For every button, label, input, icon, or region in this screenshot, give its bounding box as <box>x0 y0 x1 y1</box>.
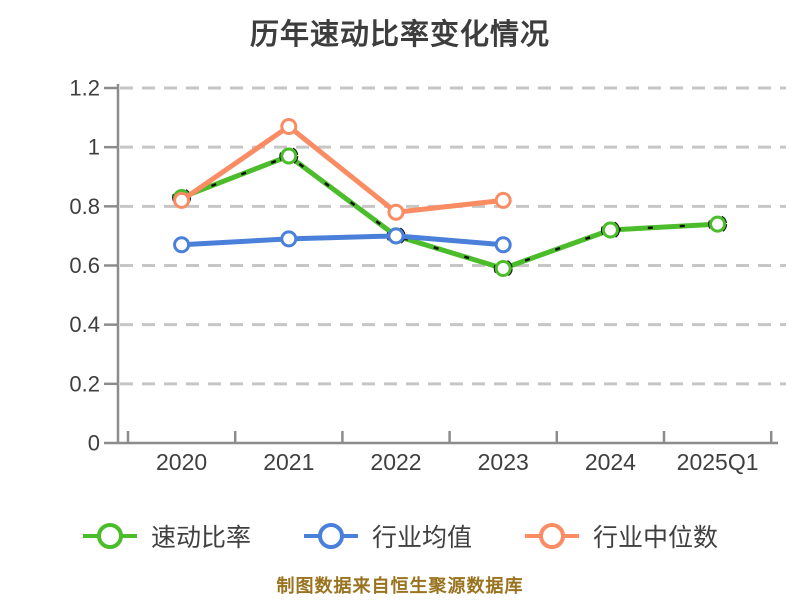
data-point <box>280 230 298 248</box>
y-tick-label: 0.6 <box>69 253 100 278</box>
industry-median-marker-icon <box>525 523 579 549</box>
series-line-industry-median <box>179 123 506 215</box>
legend: 速动比率 行业均值 行业中位数 <box>0 518 800 554</box>
y-tick-label: 0 <box>88 431 100 456</box>
x-tick-label: 2024 <box>585 449 636 475</box>
series-industry-median <box>173 117 512 221</box>
data-point <box>494 236 512 254</box>
data-point <box>387 203 405 221</box>
legend-label: 行业中位数 <box>593 524 719 552</box>
data-point <box>173 191 191 209</box>
series-line-quick-ratio <box>179 153 721 271</box>
x-tick-label: 2021 <box>263 449 314 475</box>
x-tick-label: 2023 <box>478 449 529 475</box>
x-tick-label: 2022 <box>370 449 421 475</box>
gridlines <box>120 86 786 386</box>
axes <box>104 84 778 445</box>
data-point <box>387 227 405 245</box>
chart-title: 历年速动比率变化情况 <box>249 19 550 51</box>
legend-marker <box>317 523 344 549</box>
y-tick-label: 0.4 <box>69 312 100 337</box>
legend-label: 速动比率 <box>150 524 251 552</box>
series-quick-ratio <box>172 146 728 278</box>
data-point <box>709 215 727 233</box>
legend-item-industry-median: 行业中位数 <box>524 518 718 554</box>
y-tick-label: 1.2 <box>69 76 100 101</box>
series-line-industry-avg <box>179 233 506 248</box>
quick-ratio-marker-icon <box>82 523 137 549</box>
legend-item-quick-ratio: 速动比率 <box>82 518 251 554</box>
axis-tick-labels: 0 0.2 0.4 0.6 0.8 1 1.2 2020 2021 2022 2023 2024 202… <box>69 76 758 476</box>
data-point <box>601 221 619 239</box>
series-industry-avg <box>173 227 512 254</box>
data-point <box>173 236 191 254</box>
legend-marker <box>539 523 565 549</box>
x-tick-label: 2020 <box>156 449 207 475</box>
series <box>172 117 728 278</box>
y-tick-label: 1 <box>88 135 100 160</box>
data-point <box>494 259 512 277</box>
legend-marker <box>96 523 123 549</box>
data-point <box>280 117 298 135</box>
x-tick-label: 2025Q1 <box>677 449 759 475</box>
industry-avg-marker-icon <box>303 523 358 549</box>
legend-item-industry-avg: 行业均值 <box>303 518 472 554</box>
data-point <box>494 191 512 209</box>
data-point <box>280 147 298 165</box>
data-source-caption: 制图数据来自恒生聚源数据库 <box>276 576 524 596</box>
legend-label: 行业均值 <box>371 524 472 552</box>
y-tick-label: 0.8 <box>69 194 100 219</box>
y-tick-label: 0.2 <box>69 371 100 396</box>
